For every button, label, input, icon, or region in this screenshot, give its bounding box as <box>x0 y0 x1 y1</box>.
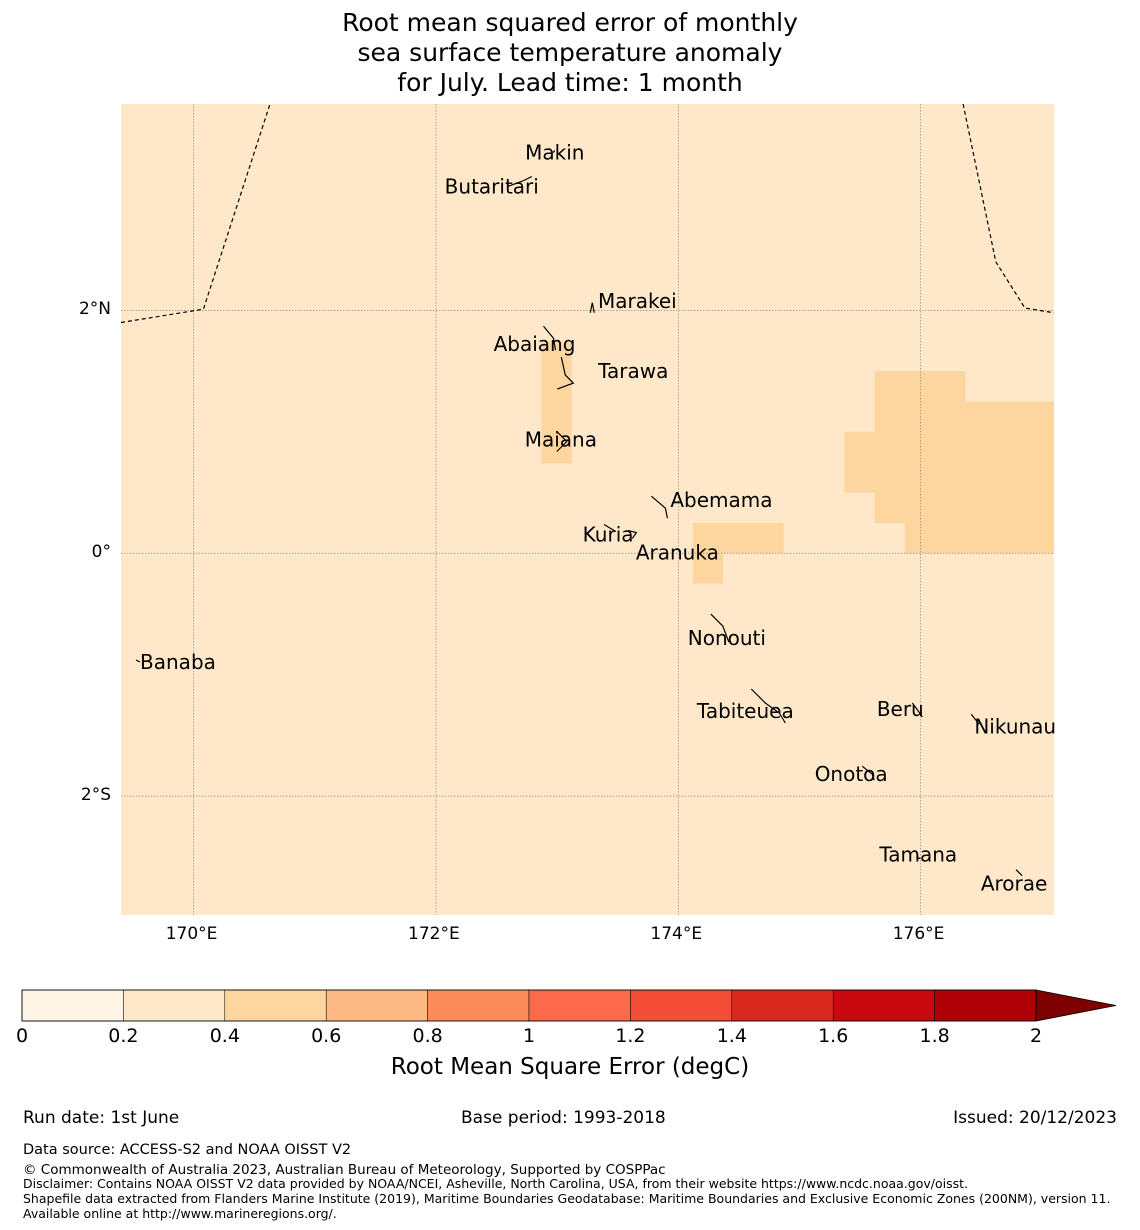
latitude-tick-label: 0° <box>91 542 111 563</box>
island-coastline <box>589 302 595 313</box>
island-label: Beru <box>877 697 924 721</box>
longitude-tick-label: 172°E <box>408 924 460 944</box>
colorbar-segment <box>427 989 530 1022</box>
colorbar-tick-label: 1.2 <box>615 1025 646 1047</box>
island-label: Onotoa <box>815 762 888 786</box>
colorbar-segment <box>934 989 1037 1022</box>
island-label: Kuria <box>583 522 634 546</box>
colorbar-tick-label: 1.6 <box>818 1025 849 1047</box>
rmse-cell <box>844 431 1054 493</box>
plot-area: Makin Butaritari Marakei Abaiang Tarawa Maian… <box>120 103 1056 915</box>
rmse-cell <box>965 401 1054 432</box>
run-date: Run date: 1st June <box>23 1108 180 1128</box>
island-coastline <box>556 431 568 452</box>
longitude-tick-label: 174°E <box>650 924 703 944</box>
map-title: Root mean squared error of monthly sea s… <box>0 8 1140 98</box>
colorbar-segment <box>731 989 834 1022</box>
colorbar-segment <box>528 989 631 1022</box>
shapefile-credit: Shapefile data extracted from Flanders M… <box>23 1191 1111 1221</box>
disclaimer: Disclaimer: Contains NOAA OISST V2 data … <box>23 1176 968 1191</box>
colorbar-segment <box>325 989 428 1022</box>
island-coastline <box>916 856 921 860</box>
eez-boundary <box>120 103 271 324</box>
rmse-cell <box>692 522 784 554</box>
colorbar-tick-label: 1.4 <box>716 1025 747 1047</box>
island-coastline <box>543 325 557 351</box>
rmse-cell <box>874 492 1054 523</box>
colorbar-segment <box>123 989 226 1022</box>
island-label: Marakei <box>598 289 677 313</box>
island-coastline <box>861 765 875 781</box>
island-label: Banaba <box>140 650 216 674</box>
colorbar-segment <box>224 989 327 1022</box>
colorbar-segment <box>630 989 733 1022</box>
island-label: Nikunau <box>974 714 1056 738</box>
colorbar-outline <box>21 989 1037 1022</box>
island-coastline <box>911 702 923 718</box>
rmse-cell <box>692 553 724 584</box>
island-label: Makin <box>525 141 584 165</box>
colorbar-tick-label: 1 <box>522 1025 536 1047</box>
island-coastline <box>1015 869 1023 877</box>
colorbar <box>21 989 1117 1022</box>
island-label: Arorae <box>981 872 1047 896</box>
colorbar-segment <box>832 989 935 1022</box>
latitude-tick-label: 2°S <box>80 785 111 806</box>
colorbar-tick-label: 1.8 <box>919 1025 950 1047</box>
longitude-tick-label: 170°E <box>165 924 218 944</box>
island-label: Aranuka <box>636 541 719 565</box>
issued-date: Issued: 20/12/2023 <box>953 1108 1117 1128</box>
colorbar-label: Root Mean Square Error (degC) <box>390 1054 750 1080</box>
island-label: Butaritari <box>445 174 539 198</box>
colorbar-tick-label: 0.6 <box>311 1025 342 1047</box>
rmse-cell <box>541 341 572 464</box>
island-coastline <box>970 713 980 725</box>
eez-boundary <box>962 103 1055 314</box>
copyright: © Commonwealth of Australia 2023, Austra… <box>23 1162 666 1178</box>
island-coastline <box>710 613 730 643</box>
latitude-tick-label: 2°N <box>78 299 111 320</box>
island-coastline <box>135 659 141 663</box>
title-line-2: sea surface temperature anomaly <box>357 38 783 67</box>
island-coastline <box>507 175 533 188</box>
colorbar-tick-label: 0.4 <box>209 1025 240 1047</box>
island-label: Abaiang <box>494 332 576 356</box>
colorbar-segment <box>21 989 124 1022</box>
island-label: Abemama <box>670 488 772 512</box>
title-line-1: Root mean squared error of monthly <box>342 8 798 37</box>
colorbar-extension <box>1035 989 1117 1022</box>
data-source: Data source: ACCESS-S2 and NOAA OISST V2 <box>23 1142 352 1158</box>
island-coastline <box>750 688 786 724</box>
island-coastline <box>557 356 575 390</box>
island-coastline <box>651 495 668 519</box>
island-coastline <box>603 523 615 532</box>
island-coastline <box>552 150 556 154</box>
colorbar-tick-label: 0.8 <box>412 1025 443 1047</box>
title-line-3: for July. Lead time: 1 month <box>397 68 743 97</box>
island-label: Tabiteuea <box>696 699 794 723</box>
colorbar-tick-label: 0.2 <box>108 1025 139 1047</box>
island-label: Tamana <box>878 843 957 867</box>
island-label: Maiana <box>525 428 597 452</box>
rmse-cell <box>874 371 966 432</box>
base-period: Base period: 1993-2018 <box>461 1108 666 1128</box>
longitude-tick-label: 176°E <box>892 924 945 944</box>
island-coastline <box>628 530 638 539</box>
island-label: Nonouti <box>688 626 766 650</box>
colorbar-tick-label: 2 <box>1029 1025 1043 1047</box>
island-label: Tarawa <box>597 359 668 383</box>
rmse-cell <box>904 522 1054 554</box>
colorbar-tick-label: 0 <box>15 1025 29 1047</box>
